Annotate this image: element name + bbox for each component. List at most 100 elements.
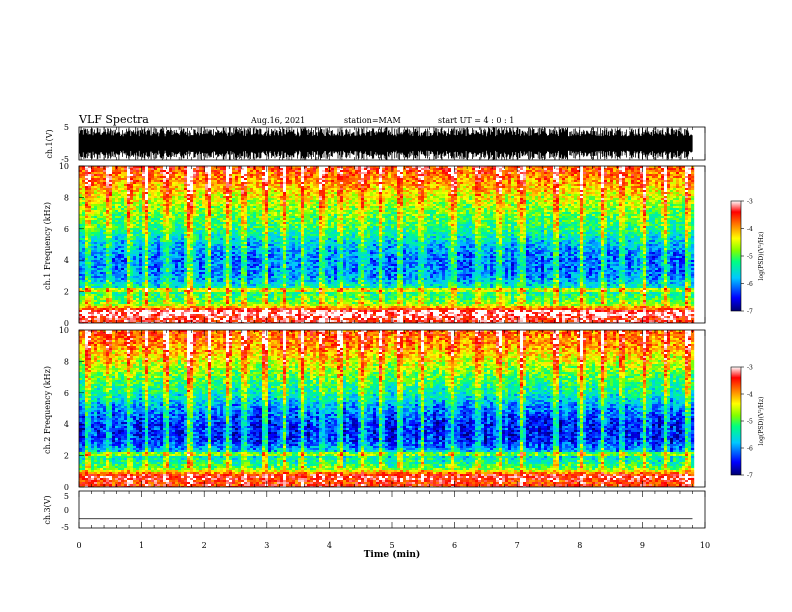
spectrogram-cell xyxy=(151,216,155,219)
spectrogram-cell xyxy=(226,226,230,229)
spectrogram-cell xyxy=(160,242,164,245)
spectrogram-cell xyxy=(235,204,239,207)
spectrogram-cell xyxy=(139,252,143,255)
spectrogram-cell xyxy=(100,270,104,273)
spectrogram-cell xyxy=(79,322,83,323)
spectrogram-cell xyxy=(265,272,269,275)
spectrogram-cell xyxy=(136,214,140,217)
spectrogram-cell xyxy=(262,318,266,321)
spectrogram-cell xyxy=(244,258,248,261)
spectrogram-cell xyxy=(184,236,188,239)
spectrogram-cell xyxy=(229,202,233,205)
spectrogram-cell xyxy=(85,248,89,251)
spectrogram-cell xyxy=(211,272,215,275)
spectrogram-cell xyxy=(100,260,104,263)
spectrogram-cell xyxy=(109,176,113,179)
spectrogram-cell xyxy=(91,302,95,305)
spectrogram-cell xyxy=(187,248,191,251)
spectrogram-cell xyxy=(175,202,179,205)
spectrogram-cell xyxy=(196,298,200,301)
spectrogram-cell xyxy=(103,218,107,221)
spectrogram-cell xyxy=(259,244,263,247)
spectrogram-cell xyxy=(109,322,113,323)
spectrogram-cell xyxy=(169,176,173,179)
spectrogram-cell xyxy=(199,268,203,271)
spectrogram-cell xyxy=(268,168,272,171)
spectrogram-cell xyxy=(241,238,245,241)
spectrogram-cell xyxy=(88,262,92,265)
spectrogram-cell xyxy=(253,176,257,179)
spectrogram-cell xyxy=(157,206,161,209)
spectrogram-cell xyxy=(160,166,164,169)
spectrogram-cell xyxy=(121,244,125,247)
spectrogram-cell xyxy=(238,272,242,275)
spectrogram-cell xyxy=(106,254,110,257)
spectrogram-cell xyxy=(259,298,263,301)
spectrogram-cell xyxy=(121,166,125,169)
spectrogram-cell xyxy=(205,248,209,251)
spectrogram-cell xyxy=(226,254,230,257)
spectrogram-cell xyxy=(190,300,194,303)
spectrogram-cell xyxy=(139,278,143,281)
spectrogram-cell xyxy=(268,182,272,185)
spectrogram-cell xyxy=(184,224,188,227)
spectrogram-cell xyxy=(223,298,227,301)
spectrogram-cell xyxy=(151,266,155,269)
spectrogram-cell xyxy=(166,314,170,317)
spectrogram-cell xyxy=(151,270,155,273)
spectrogram-cell xyxy=(109,238,113,241)
spectrogram-cell xyxy=(178,232,182,235)
spectrogram-cell xyxy=(112,166,116,169)
spectrogram-cell xyxy=(202,192,206,195)
spectrogram-cell xyxy=(208,232,212,235)
spectrogram-cell xyxy=(100,256,104,259)
spectrogram-cell xyxy=(247,322,251,323)
spectrogram-cell xyxy=(160,274,164,277)
spectrogram-cell xyxy=(250,174,254,177)
spectrogram-cell xyxy=(175,226,179,229)
spectrogram-cell xyxy=(97,298,101,301)
spectrogram-cell xyxy=(187,220,191,223)
spectrogram-cell xyxy=(193,210,197,213)
spectrogram-cell xyxy=(208,274,212,277)
spectrogram-cell xyxy=(214,228,218,231)
spectrogram-cell xyxy=(178,266,182,269)
spectrogram-cell xyxy=(250,298,254,301)
spectrogram-cell xyxy=(265,174,269,177)
spectrogram-cell xyxy=(232,286,236,289)
spectrogram-cell xyxy=(145,172,149,175)
spectrogram-cell xyxy=(202,322,206,323)
spectrogram-cell xyxy=(187,252,191,255)
spectrogram-cell xyxy=(202,270,206,273)
spectrogram-cell xyxy=(103,216,107,219)
spectrogram-cell xyxy=(121,242,125,245)
spectrogram-cell xyxy=(220,320,224,323)
spectrogram-cell xyxy=(205,228,209,231)
spectrogram-cell xyxy=(199,228,203,231)
spectrogram-cell xyxy=(91,206,95,209)
spectrogram-cell xyxy=(250,198,254,201)
spectrogram-cell xyxy=(226,302,230,305)
spectrogram-cell xyxy=(148,278,152,281)
spectrogram-cell xyxy=(199,182,203,185)
spectrogram-cell xyxy=(160,208,164,211)
spectrogram-cell xyxy=(121,272,125,275)
spectrogram-cell xyxy=(256,178,260,181)
spectrogram-cell xyxy=(151,238,155,241)
spectrogram-cell xyxy=(265,314,269,317)
spectrogram-cell xyxy=(172,212,176,215)
spectrogram-cell xyxy=(136,192,140,195)
spectrogram-cell xyxy=(169,314,173,317)
spectrogram-cell xyxy=(235,198,239,201)
spectrogram-cell xyxy=(106,204,110,207)
spectrogram-cell xyxy=(262,258,266,261)
spectrogram-cell xyxy=(187,288,191,291)
spectrogram-cell xyxy=(121,206,125,209)
spectrogram-cell xyxy=(106,298,110,301)
spectrogram-cell xyxy=(124,210,128,213)
spectrogram-cell xyxy=(208,254,212,257)
spectrogram-cell xyxy=(196,232,200,235)
spectrogram-cell xyxy=(193,294,197,297)
spectrogram-cell xyxy=(133,286,137,289)
